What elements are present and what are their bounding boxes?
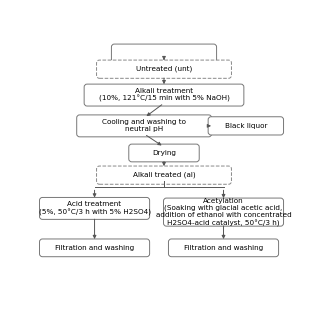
Text: Alkali treatment
(10%, 121°C/15 min with 5% NaOH): Alkali treatment (10%, 121°C/15 min with…: [99, 88, 229, 102]
FancyBboxPatch shape: [129, 144, 199, 162]
Text: Filtration and washing: Filtration and washing: [184, 245, 263, 251]
FancyBboxPatch shape: [208, 117, 284, 135]
Text: Drying: Drying: [152, 150, 176, 156]
FancyBboxPatch shape: [168, 239, 279, 257]
Text: Black liquor: Black liquor: [225, 123, 267, 129]
FancyBboxPatch shape: [111, 44, 217, 62]
Text: Acid treatment
(5%, 50°C/3 h with 5% H2SO4): Acid treatment (5%, 50°C/3 h with 5% H2S…: [39, 201, 151, 216]
FancyBboxPatch shape: [84, 84, 244, 106]
FancyBboxPatch shape: [164, 198, 284, 226]
FancyBboxPatch shape: [97, 60, 231, 78]
Text: Untreated (unt): Untreated (unt): [136, 66, 192, 72]
FancyBboxPatch shape: [39, 239, 150, 257]
FancyBboxPatch shape: [77, 115, 212, 137]
Text: Acetylation
(Soaking with glacial acetic acid,
addition of ethanol with concentr: Acetylation (Soaking with glacial acetic…: [156, 198, 292, 227]
Text: Filtration and washing: Filtration and washing: [55, 245, 134, 251]
Text: Alkali treated (al): Alkali treated (al): [133, 172, 195, 179]
FancyBboxPatch shape: [39, 197, 150, 220]
FancyBboxPatch shape: [97, 166, 231, 184]
Text: Cooling and washing to
neutral pH: Cooling and washing to neutral pH: [102, 119, 186, 132]
